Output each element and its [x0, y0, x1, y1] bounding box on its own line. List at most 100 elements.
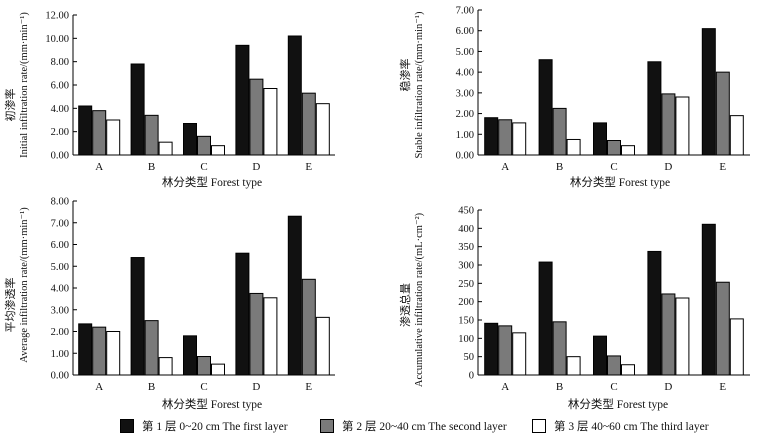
x-axis-ticks: A B C D E: [501, 161, 726, 173]
bar-B-series-1: [130, 257, 145, 376]
y-tick-label: 300: [458, 261, 474, 272]
x-tick-label: D: [664, 161, 672, 173]
y-tick-label: 50: [464, 352, 475, 363]
x-tick-label: B: [556, 381, 563, 393]
bar-E-series-3: [315, 316, 330, 376]
bar-A-series-3: [512, 122, 527, 156]
y-tick-label: 450: [458, 206, 474, 217]
axes: [477, 210, 750, 376]
y-tick-label: 350: [458, 242, 474, 253]
bar-E-series-3: [315, 103, 330, 156]
y-tick-label: 4.00: [456, 68, 474, 79]
y-tick-label: 400: [458, 224, 474, 235]
bar-B-series-3: [158, 141, 173, 156]
bar-E-series-3: [729, 318, 744, 376]
x-tick-label: A: [95, 381, 103, 393]
y-tick-label: 4.00: [51, 104, 69, 115]
x-tick-label: E: [305, 161, 312, 173]
bars: [484, 223, 744, 376]
x-tick-label: E: [719, 161, 726, 173]
x-axis-ticks: A B C D E: [95, 161, 312, 173]
y-tick-label: 3.00: [51, 305, 69, 316]
bar-E-series-3: [729, 115, 744, 156]
y-tick-label: 10.00: [45, 34, 69, 45]
y-axis-ticks: 0.00 1.00 2.00 3.00 4.00 5.00 6.00 7.00: [456, 6, 482, 162]
bar-C-series-3: [211, 145, 225, 156]
y-axis-label-cn: 渗透总量: [398, 283, 412, 327]
y-tick-label: 250: [458, 279, 474, 290]
bar-C-series-3: [621, 145, 635, 156]
panel-accumulative-infiltration: 0 50 100 150 200 250 300 350 400 450 A B C D E 渗透总量 A…: [398, 206, 750, 411]
x-tick-label: D: [252, 381, 260, 393]
bar-A-series-2: [498, 325, 513, 376]
x-tick-label: C: [200, 161, 207, 173]
bar-C-series-1: [593, 122, 607, 156]
y-tick-label: 1.00: [51, 349, 69, 360]
bar-D-series-1: [235, 252, 250, 376]
y-tick-label: 0.00: [51, 371, 69, 382]
bar-E-series-1: [287, 35, 302, 156]
bar-E-series-2: [715, 71, 730, 156]
bar-B-series-1: [538, 59, 553, 156]
legend-item-first-layer: 第 1 层 0~20 cm The first layer: [120, 418, 288, 434]
bar-B-series-2: [144, 114, 159, 156]
bar-B-series-2: [552, 321, 567, 376]
x-tick-label: D: [664, 381, 672, 393]
bar-A-series-3: [106, 331, 121, 376]
legend-label: 第 3 层 40~60 cm The third layer: [554, 421, 709, 433]
bar-D-series-2: [661, 93, 676, 156]
y-tick-label: 5.00: [51, 262, 69, 273]
x-axis-label: 林分类型 Forest type: [570, 175, 670, 189]
bar-B-series-1: [538, 261, 553, 376]
y-tick-label: 5.00: [456, 47, 474, 58]
y-axis-ticks: 0 50 100 150 200 250 300 350 400 450: [458, 206, 482, 382]
y-tick-label: 6.00: [456, 26, 474, 37]
axes: [72, 201, 335, 376]
y-axis-label-en: Initial infiltration rate/(mm·min⁻¹): [19, 12, 30, 158]
x-tick-label: A: [501, 161, 509, 173]
bar-D-series-3: [263, 297, 278, 376]
bar-D-series-1: [647, 61, 662, 156]
bar-D-series-2: [661, 293, 676, 376]
x-tick-label: B: [556, 161, 563, 173]
bar-A-series-1: [484, 117, 499, 156]
x-axis-label: 林分类型 Forest type: [568, 397, 668, 411]
y-tick-label: 6.00: [51, 81, 69, 92]
bar-B-series-1: [130, 63, 145, 156]
bar-C-series-2: [197, 356, 211, 376]
bars: [78, 35, 330, 156]
bar-D-series-2: [249, 292, 264, 376]
y-tick-label: 2.00: [51, 327, 69, 338]
bar-B-series-3: [566, 356, 581, 376]
x-tick-label: C: [610, 161, 617, 173]
legend-label: 第 2 层 20~40 cm The second layer: [342, 421, 507, 433]
legend-swatch-first-layer: [120, 419, 134, 433]
y-tick-label: 2.00: [51, 127, 69, 138]
axes: [477, 10, 750, 156]
bar-E-series-2: [301, 92, 316, 156]
y-tick-label: 0.00: [51, 151, 69, 162]
panel-average-infiltration: 0.00 1.00 2.00 3.00 4.00 5.00 6.00 7.00 8.00 A B C…: [3, 197, 335, 411]
y-tick-label: 8.00: [51, 57, 69, 68]
x-tick-label: E: [305, 381, 312, 393]
x-axis-label: 林分类型 Forest type: [162, 175, 262, 189]
bar-C-series-1: [183, 335, 197, 376]
y-tick-label: 7.00: [456, 6, 474, 17]
x-tick-label: C: [610, 381, 617, 393]
y-axis-label-en: Average infiltration rate/(mm·min⁻¹): [19, 207, 30, 363]
bar-D-series-2: [249, 78, 264, 156]
bar-A-series-1: [78, 105, 93, 156]
x-tick-label: A: [501, 381, 509, 393]
bar-C-series-2: [197, 135, 211, 156]
bar-D-series-1: [235, 44, 250, 156]
y-axis-label-en: Stable infiltration rate/(mm·min⁻¹): [414, 11, 425, 158]
y-tick-label: 2.00: [456, 109, 474, 120]
y-tick-label: 0.00: [456, 151, 474, 162]
axes: [72, 15, 335, 156]
bars: [484, 28, 744, 156]
y-tick-label: 6.00: [51, 240, 69, 251]
legend-label: 第 1 层 0~20 cm The first layer: [142, 421, 288, 433]
bar-B-series-3: [158, 357, 173, 376]
legend-item-second-layer: 第 2 层 20~40 cm The second layer: [320, 418, 507, 434]
x-tick-label: C: [200, 381, 207, 393]
